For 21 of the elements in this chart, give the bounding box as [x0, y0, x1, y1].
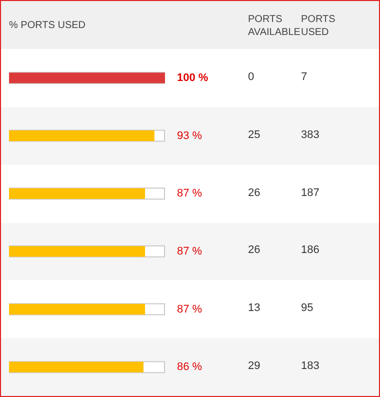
data-label: 87 % [177, 303, 202, 316]
data-label: 186 [301, 244, 320, 256]
data-label: 26 [248, 244, 260, 256]
data-label: 187 [301, 186, 320, 199]
data-label: 93 % [177, 130, 202, 142]
data-label: 383 [301, 128, 320, 141]
data-label: 100 % [177, 72, 208, 84]
data-label: 95 [301, 302, 314, 314]
data-label: 25 [248, 128, 260, 141]
data-label: 29 [248, 360, 260, 372]
chart-title: % PORTS USED [9, 19, 86, 32]
data-label: 183 [301, 360, 320, 372]
data-label: 87 % [177, 245, 202, 258]
data-label: 87 % [177, 188, 202, 200]
data-label: 7 [301, 70, 308, 83]
data-label: 0 [248, 70, 254, 83]
text: PORTS USED [301, 13, 336, 39]
data-label: 86 % [177, 361, 202, 374]
data-label: 26 [248, 186, 260, 199]
text: PORTS AVAILABLE [248, 14, 300, 38]
data-label: 13 [248, 302, 260, 314]
